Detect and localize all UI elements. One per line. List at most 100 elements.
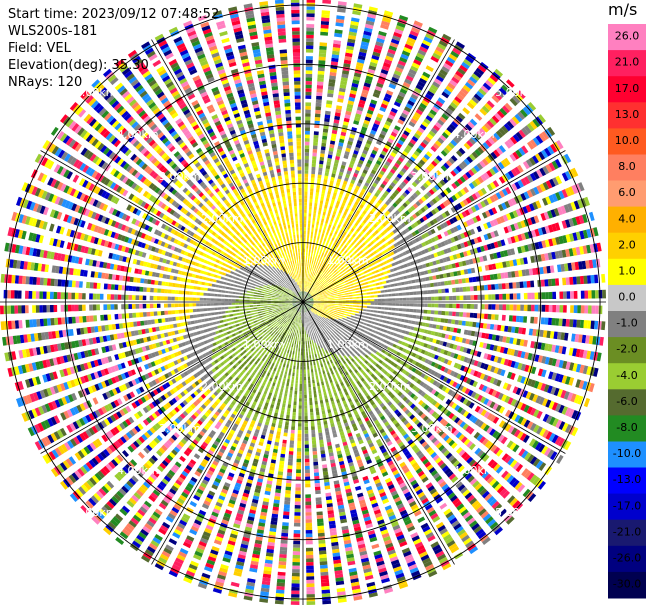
ray-gate <box>390 205 396 211</box>
ray-gate <box>300 369 303 374</box>
ray-gate <box>547 317 552 326</box>
ray-gate <box>380 183 386 189</box>
ray-gate <box>549 331 555 339</box>
ray-gate <box>316 349 319 354</box>
ray-gate <box>305 494 311 498</box>
ray-gate <box>394 176 401 182</box>
ray-gate <box>314 285 318 289</box>
ray-gate <box>352 279 356 283</box>
ray-gate <box>507 170 515 179</box>
ray-gate <box>510 236 516 244</box>
ray-gate <box>301 344 303 349</box>
ray-gate <box>386 157 393 164</box>
ray-gate <box>316 273 319 278</box>
ray-gate <box>314 124 320 129</box>
ray-gate <box>491 314 496 320</box>
ray-gate <box>317 303 321 305</box>
ray-gate <box>304 330 306 334</box>
ray-gate <box>560 263 565 272</box>
ray-gate <box>323 121 330 126</box>
ray-gate <box>488 333 493 340</box>
ray-gate <box>479 160 486 168</box>
ray-gate <box>303 220 307 224</box>
ray-gate <box>304 394 307 399</box>
ray-gate <box>402 191 408 198</box>
ray-gate <box>460 87 469 95</box>
ray-gate <box>305 296 308 300</box>
ray-gate <box>306 565 314 570</box>
ray-gate <box>304 198 308 203</box>
ray-gate <box>541 226 547 235</box>
ray-gate <box>307 326 309 331</box>
ray-gate <box>309 270 311 275</box>
ray-gate <box>313 209 317 214</box>
ray-gate <box>320 378 324 382</box>
ray-gate <box>491 115 500 124</box>
ray-gate <box>323 362 327 367</box>
ray-gate <box>324 298 328 300</box>
ray-gate <box>310 362 313 366</box>
ray-gate <box>324 297 328 299</box>
ray-gate <box>455 115 463 123</box>
ray-gate <box>323 306 328 309</box>
ray-gate <box>395 298 400 301</box>
ray-gate <box>331 54 340 59</box>
ray-gate <box>408 314 413 318</box>
ray-gate <box>316 278 320 282</box>
ray-gate <box>501 125 509 134</box>
ray-gate <box>309 397 313 402</box>
ray-gate <box>534 228 540 237</box>
ray-gate <box>495 130 504 139</box>
ray-gate <box>318 392 322 397</box>
ray-gate <box>440 281 445 286</box>
ray-gate <box>368 228 373 234</box>
ray-gate <box>350 219 355 224</box>
ray-gate <box>370 129 377 135</box>
ray-gate <box>305 81 312 85</box>
ray-gate <box>322 256 326 261</box>
ray-gate <box>466 348 472 354</box>
ray-gate <box>316 85 324 89</box>
ray-gate <box>303 344 305 349</box>
ray-gate <box>452 311 456 317</box>
ray-gate <box>384 58 393 65</box>
ray-gate <box>334 219 339 224</box>
ray-gate <box>358 276 363 280</box>
ray-gate <box>304 205 307 210</box>
ray-gate <box>412 314 417 319</box>
ray-gate <box>479 144 487 152</box>
ray-gate <box>356 227 361 233</box>
ray-gate <box>468 182 475 190</box>
ray-gate <box>541 131 550 140</box>
ray-gate <box>306 266 309 271</box>
ray-gate <box>303 348 305 352</box>
ray-gate <box>510 360 516 368</box>
ray-gate <box>373 214 379 219</box>
ray-gate <box>312 296 317 298</box>
ray-gate <box>387 207 393 213</box>
ray-gate <box>319 399 324 404</box>
ray-gate <box>312 149 318 153</box>
site-name-text: WLS200s-181 <box>8 24 98 39</box>
ray-gate <box>584 305 589 314</box>
ray-gate <box>305 266 307 271</box>
ray-gate <box>529 188 537 197</box>
ray-gate <box>296 462 302 466</box>
ray-gate <box>323 420 328 425</box>
ray-gate <box>366 277 371 281</box>
ray-gate <box>303 316 305 320</box>
ray-gate <box>337 325 342 329</box>
ray-gate <box>365 312 370 316</box>
ray-gate <box>441 131 449 139</box>
ray-gate <box>581 334 587 344</box>
ray-gate <box>357 162 363 168</box>
ray-gate <box>571 262 576 271</box>
ray-gate <box>306 303 310 305</box>
ray-gate <box>313 298 317 300</box>
ray-gate <box>374 322 379 326</box>
ray-gate <box>306 299 310 301</box>
ray-gate <box>376 37 385 44</box>
ray-gate <box>496 217 502 225</box>
ray-gate <box>353 213 359 218</box>
ray-gate <box>469 99 478 107</box>
